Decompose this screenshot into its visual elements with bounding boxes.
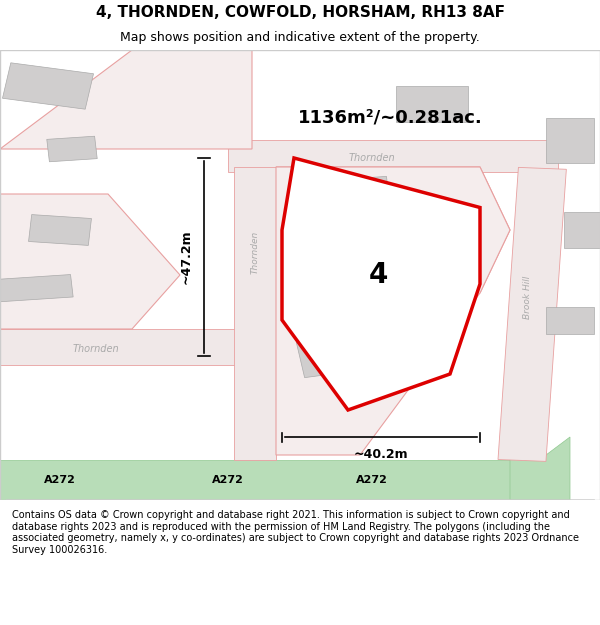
Text: 4, THORNDEN, COWFOLD, HORSHAM, RH13 8AF: 4, THORNDEN, COWFOLD, HORSHAM, RH13 8AF — [95, 5, 505, 20]
Bar — [296, 334, 364, 378]
Bar — [0, 50, 600, 500]
Polygon shape — [0, 50, 252, 149]
Bar — [564, 212, 600, 248]
Text: A272: A272 — [44, 475, 76, 485]
Bar — [327, 176, 393, 239]
Bar — [546, 306, 594, 334]
Bar — [234, 167, 276, 459]
Bar — [0, 329, 252, 365]
Bar — [0, 459, 510, 500]
Text: Contains OS data © Crown copyright and database right 2021. This information is : Contains OS data © Crown copyright and d… — [12, 510, 579, 555]
Text: Thornden: Thornden — [251, 231, 260, 274]
Bar — [228, 140, 558, 171]
Text: Thornden: Thornden — [349, 153, 395, 163]
Bar — [0, 274, 73, 302]
Polygon shape — [276, 167, 510, 293]
Bar — [546, 118, 594, 162]
Bar — [47, 136, 97, 162]
Text: 4: 4 — [368, 261, 388, 289]
Text: A272: A272 — [212, 475, 244, 485]
Text: Map shows position and indicative extent of the property.: Map shows position and indicative extent… — [120, 31, 480, 44]
Text: ~40.2m: ~40.2m — [353, 449, 409, 461]
Text: 1136m²/~0.281ac.: 1136m²/~0.281ac. — [298, 109, 482, 126]
Polygon shape — [282, 158, 480, 410]
Bar — [2, 62, 94, 109]
Bar — [29, 214, 91, 246]
Text: A272: A272 — [356, 475, 388, 485]
Polygon shape — [510, 437, 570, 500]
Text: ~47.2m: ~47.2m — [179, 229, 193, 284]
Polygon shape — [0, 194, 180, 329]
Polygon shape — [276, 167, 510, 455]
Bar — [396, 86, 468, 122]
Text: Brook Hill: Brook Hill — [523, 276, 533, 319]
Text: Thornden: Thornden — [73, 344, 119, 354]
Bar — [498, 168, 566, 461]
